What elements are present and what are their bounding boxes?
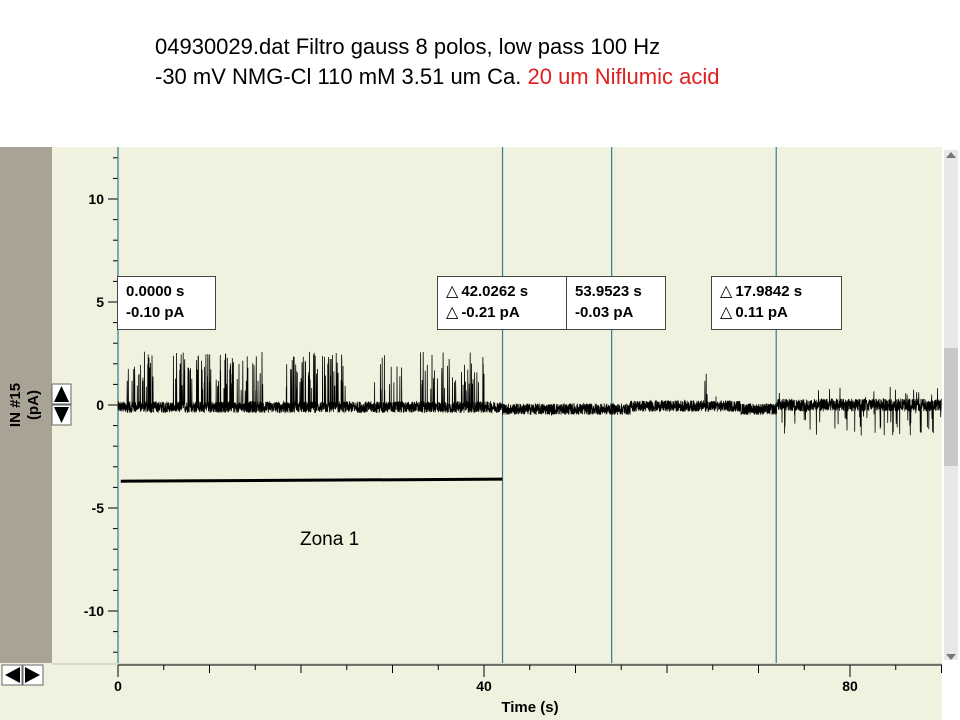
down-triangle-icon — [54, 407, 69, 423]
cursor-readout-value: 53.9523 s — [575, 283, 642, 300]
right-triangle-icon — [25, 667, 40, 683]
cursor-readout-value: -0.10 pA — [126, 304, 185, 321]
y-axis-label-line-2: (pA) — [25, 390, 42, 420]
x-tick-label: 0 — [114, 678, 122, 694]
title-drug-text: 20 um Niflumic acid — [527, 64, 720, 89]
cursor-readout-row: △ 17.9842 s — [720, 281, 833, 302]
cursor-readout-4: △ 17.9842 s △ 0.11 pA — [711, 276, 842, 330]
cursor-readout-row: -0.10 pA — [126, 302, 207, 323]
cursor-readout-value: -0.21 pA — [461, 304, 520, 321]
cursor-readout-row: △ -0.21 pA — [446, 302, 558, 323]
zone-label: Zona 1 — [300, 529, 360, 550]
x-axis-area — [0, 663, 942, 720]
cursor-readout-value: 0.11 pA — [735, 304, 788, 321]
scroll-up-arrow-icon[interactable] — [946, 152, 956, 158]
vertical-scrollbar[interactable] — [944, 150, 958, 660]
cursor-readout-3: 53.9523 s -0.03 pA — [566, 276, 666, 330]
y-label-panel — [0, 147, 52, 663]
left-triangle-icon — [5, 667, 20, 683]
cursor-readout-value: 42.0262 s — [461, 283, 529, 300]
x-axis-title: Time (s) — [501, 699, 558, 716]
chart-title-line-2: -30 mV NMG-Cl 110 mM 3.51 um Ca. 20 um N… — [155, 62, 719, 92]
y-tick-label: -5 — [92, 500, 105, 516]
cursor-readout-2: △ 42.0262 s △ -0.21 pA — [437, 276, 567, 330]
vertical-scroll-thumb[interactable] — [944, 348, 958, 466]
delta-icon: △ — [720, 283, 733, 300]
x-tick-label: 80 — [842, 678, 858, 694]
y-scale-up-button[interactable] — [51, 383, 72, 405]
delta-icon: △ — [720, 304, 733, 321]
cursor-readout-row: 0.0000 s — [126, 281, 207, 302]
x-scroll-left-button[interactable] — [1, 664, 23, 686]
x-scroll-right-button[interactable] — [22, 664, 44, 686]
x-tick-label: 40 — [476, 678, 492, 694]
y-tick-label: 5 — [96, 294, 104, 310]
cursor-readout-row: -0.03 pA — [575, 302, 657, 323]
y-tick-label: 10 — [88, 191, 104, 207]
x-axis-divider — [52, 663, 942, 665]
y-axis-label-line-1: IN #15 — [7, 383, 24, 427]
cursor-readout-row: 53.9523 s — [575, 281, 657, 302]
y-tick-label: -10 — [84, 603, 104, 619]
y-tick-label: 0 — [96, 397, 104, 413]
current-trace-series — [117, 351, 942, 436]
cursor-readout-value: 17.9842 s — [735, 283, 803, 300]
cursor-readout-value: 0.0000 s — [126, 283, 185, 300]
current-trace — [117, 351, 942, 436]
y-axis-title: IN #15 (pA) — [7, 383, 42, 427]
chart-title-line-1: 04930029.dat Filtro gauss 8 polos, low p… — [155, 34, 661, 59]
zone-1-marker — [120, 477, 503, 483]
cursor-readout-1: 0.0000 s -0.10 pA — [117, 276, 216, 330]
delta-icon: △ — [446, 304, 459, 321]
scroll-down-arrow-icon[interactable] — [946, 654, 956, 660]
up-triangle-icon — [54, 386, 69, 402]
cursor-readout-row: △ 0.11 pA — [720, 302, 833, 323]
cursor-readout-value: -0.03 pA — [575, 304, 634, 321]
title-conditions-text: -30 mV NMG-Cl 110 mM 3.51 um Ca. — [155, 64, 522, 89]
cursor-readout-row: △ 42.0262 s — [446, 281, 558, 302]
delta-icon: △ — [446, 283, 459, 300]
zone-1-line — [120, 477, 503, 483]
y-scale-down-button[interactable] — [51, 404, 72, 426]
